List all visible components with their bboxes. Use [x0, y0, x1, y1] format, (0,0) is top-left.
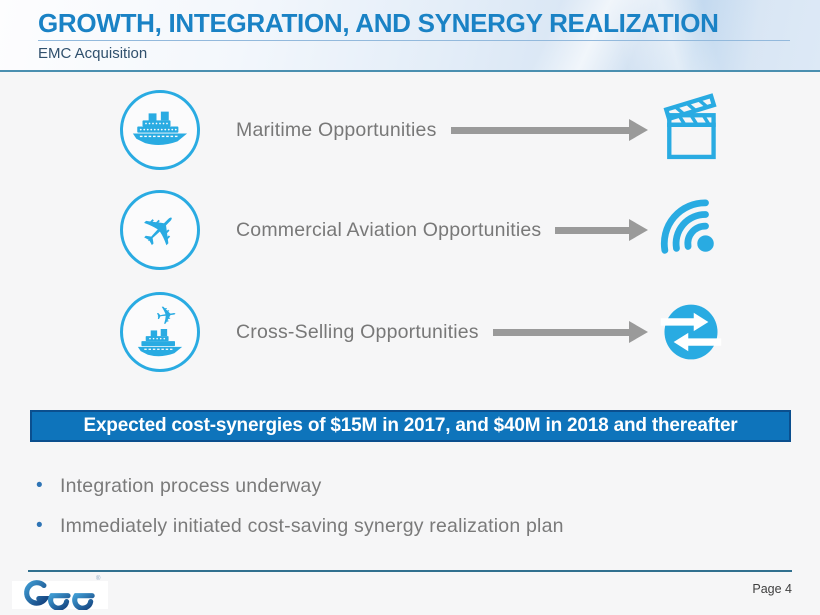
slide-title: GROWTH, INTEGRATION, AND SYNERGY REALIZA… — [38, 8, 719, 38]
small-ship-graphic — [137, 329, 183, 357]
opportunity-row-cross-selling: ✈ Cross-Selling Opportunities — [0, 282, 820, 382]
bullet-item: Immediately initiated cost-saving synerg… — [36, 506, 564, 546]
airplane-icon: ✈ — [120, 190, 200, 270]
slide-header: GROWTH, INTEGRATION, AND SYNERGY REALIZA… — [0, 0, 820, 72]
footer-divider — [28, 570, 792, 572]
right-arrow — [450, 119, 648, 141]
opportunity-row-aviation: ✈ Commercial Aviation Opportunities — [0, 180, 820, 280]
page-number: Page 4 — [752, 582, 792, 596]
gee-logo: Gee — [22, 577, 98, 611]
row-label-maritime: Maritime Opportunities — [236, 118, 437, 141]
opportunity-row-maritime: Maritime Opportunities — [0, 80, 820, 180]
bullet-list: Integration process underway Immediately… — [36, 466, 564, 546]
exchange-arrows-icon — [658, 290, 724, 374]
film-clapperboard-icon — [658, 88, 724, 172]
row-label-aviation: Commercial Aviation Opportunities — [236, 218, 542, 241]
cruise-ship-icon — [120, 90, 200, 170]
registered-trademark-icon: ® — [96, 576, 101, 582]
row-label-cross-selling: Cross-Selling Opportunities — [236, 320, 479, 343]
title-underline — [38, 40, 790, 41]
right-arrow — [555, 219, 648, 241]
right-arrow — [492, 321, 648, 343]
plane-over-ship-icon: ✈ — [120, 292, 200, 372]
small-plane-glyph: ✈ — [153, 299, 179, 332]
cost-synergy-banner: Expected cost-synergies of $15M in 2017,… — [30, 410, 791, 442]
slide-subtitle: EMC Acquisition — [38, 45, 148, 62]
bullet-item: Integration process underway — [36, 466, 564, 506]
wifi-signal-icon — [658, 188, 724, 272]
airplane-glyph: ✈ — [127, 197, 193, 263]
